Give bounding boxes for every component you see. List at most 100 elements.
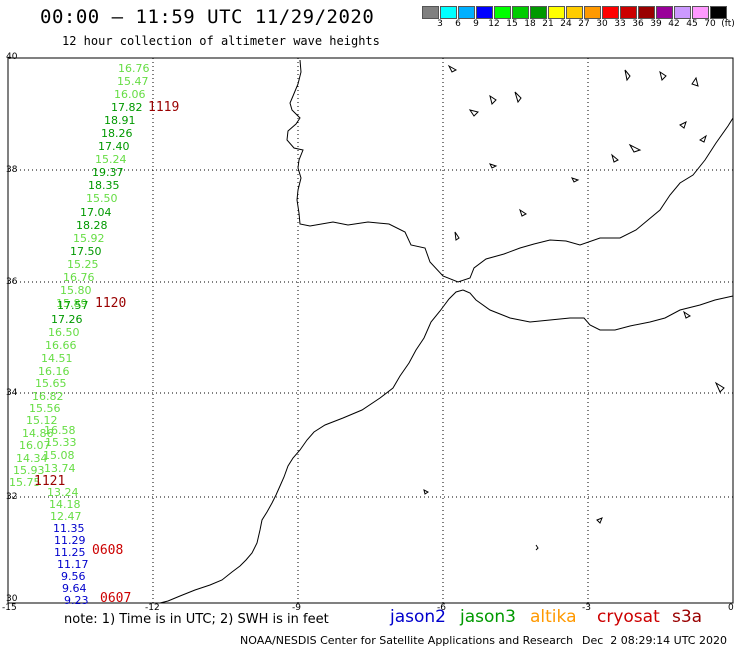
swh-value: 19.37 [92,166,124,179]
island-17 [447,64,458,73]
swh-value: 13.74 [44,462,76,475]
lon-label--12: -12 [145,603,160,613]
island-14 [519,208,527,217]
island-2 [596,517,603,524]
color-scale-swatch [530,6,547,19]
island-12 [624,69,631,82]
swh-value: 15.80 [60,284,92,297]
island-15 [454,231,460,241]
swh-value: 16.50 [48,326,80,339]
color-scale-label: 39 [650,19,662,29]
morocco-coast [159,289,464,604]
island-9 [679,121,687,129]
swh-value: 16.06 [114,88,146,101]
footnote: note: 1) Time is in UTC; 2) SWH is in fe… [64,612,329,627]
footer-timestamp: Dec 2 08:29:14 UTC 2020 [582,634,727,647]
lat-label-38: 38 [6,165,18,175]
color-scale-swatch [620,6,637,19]
pass-time-label: 1121 [34,474,66,489]
swh-value: 16.16 [38,365,70,378]
color-scale-label: 6 [455,19,461,29]
swh-value: 15.92 [73,232,105,245]
swh-value: 14.18 [49,498,81,511]
iberia-atlantic-coast [286,59,734,283]
swh-value: 14.86 [22,427,54,440]
swh-value: 16.66 [45,339,77,352]
color-scale-swatch [656,6,673,19]
footer-agency: NOAA/NESDIS Center for Satellite Applica… [240,634,574,647]
color-scale-swatch [548,6,565,19]
swh-value: 9.23 [64,594,89,607]
color-scale-label: 27 [578,19,590,29]
swh-value: 15.75 [9,476,41,489]
lat-label-32: 32 [6,492,18,502]
island-20 [489,163,498,169]
island-19 [571,177,580,183]
island-3 [535,544,539,551]
swh-value: 15.12 [26,414,58,427]
map-title: 00:00 – 11:59 UTC 11/29/2020 [40,6,375,28]
color-scale-swatches [422,6,737,19]
swh-value: 17.82 [111,101,143,114]
color-scale-swatch [458,6,475,19]
color-scale-swatch [638,6,655,19]
swh-value: 15.33 [45,436,77,449]
island-7 [628,143,642,153]
swh-value: 11.25 [54,546,86,559]
swh-value: 18.26 [101,127,133,140]
color-scale-swatch [692,6,709,19]
color-scale-label: 21 [542,19,554,29]
swh-value: 12.47 [50,510,82,523]
island-1 [423,489,429,495]
swh-value: 17.50 [70,245,102,258]
pass-time-label: 0608 [92,543,124,558]
island-13 [659,70,667,81]
swh-value: 15.24 [95,153,127,166]
swh-value: 9.56 [61,570,86,583]
swh-value: 9.64 [62,582,87,595]
swh-value: 16.76 [118,62,150,75]
swh-value: 13.24 [47,486,79,499]
pass-time-label: 1120 [95,296,127,311]
swh-value: 15.89 [56,297,88,310]
legend-jason2: jason2 [390,607,446,627]
color-scale-swatch [710,6,727,19]
color-scale-label: 45 [686,19,698,29]
color-scale-label: 18 [524,19,536,29]
color-scale-label: 33 [614,19,626,29]
legend-s3a: s3a [672,607,703,627]
lon-label-0: 0 [728,603,734,613]
swh-value: 15.65 [35,377,67,390]
swh-value: 17.04 [80,206,112,219]
wave-height-color-scale: 3 6 9 12 15 18 21 24 27 30 33 36 39 42 45 70 (ft) [422,6,737,29]
color-scale-label: 24 [560,19,572,29]
lat-label-34: 34 [6,388,18,398]
lon-label--15: -15 [2,603,17,613]
island-16 [489,94,497,105]
swh-value: 17.57 [57,299,89,312]
lat-label-30: 30 [6,594,18,604]
island-4 [468,109,479,117]
color-scale-swatch [476,6,493,19]
lon-label--6: -6 [437,603,446,613]
color-scale-label: 42 [668,19,680,29]
color-scale-label: 12 [488,19,500,29]
swh-value: 15.47 [117,75,149,88]
swh-value: 18.91 [104,114,136,127]
swh-value: 17.40 [98,140,130,153]
color-scale-label: (ft) [721,19,735,29]
color-scale-swatch [566,6,583,19]
swh-value: 18.35 [88,179,120,192]
island-5 [514,91,522,104]
swh-value: 14.51 [41,352,73,365]
color-scale-swatch [602,6,619,19]
north-africa-med-coast [462,289,734,331]
swh-value: 11.17 [57,558,89,571]
lon-label--9: -9 [292,603,301,613]
map-subtitle: 12 hour collection of altimeter wave hei… [62,34,380,48]
map-frame [7,57,734,604]
graticule [8,58,733,603]
swh-value: 15.50 [86,192,118,205]
island-18 [683,310,691,319]
color-scale-swatch [494,6,511,19]
